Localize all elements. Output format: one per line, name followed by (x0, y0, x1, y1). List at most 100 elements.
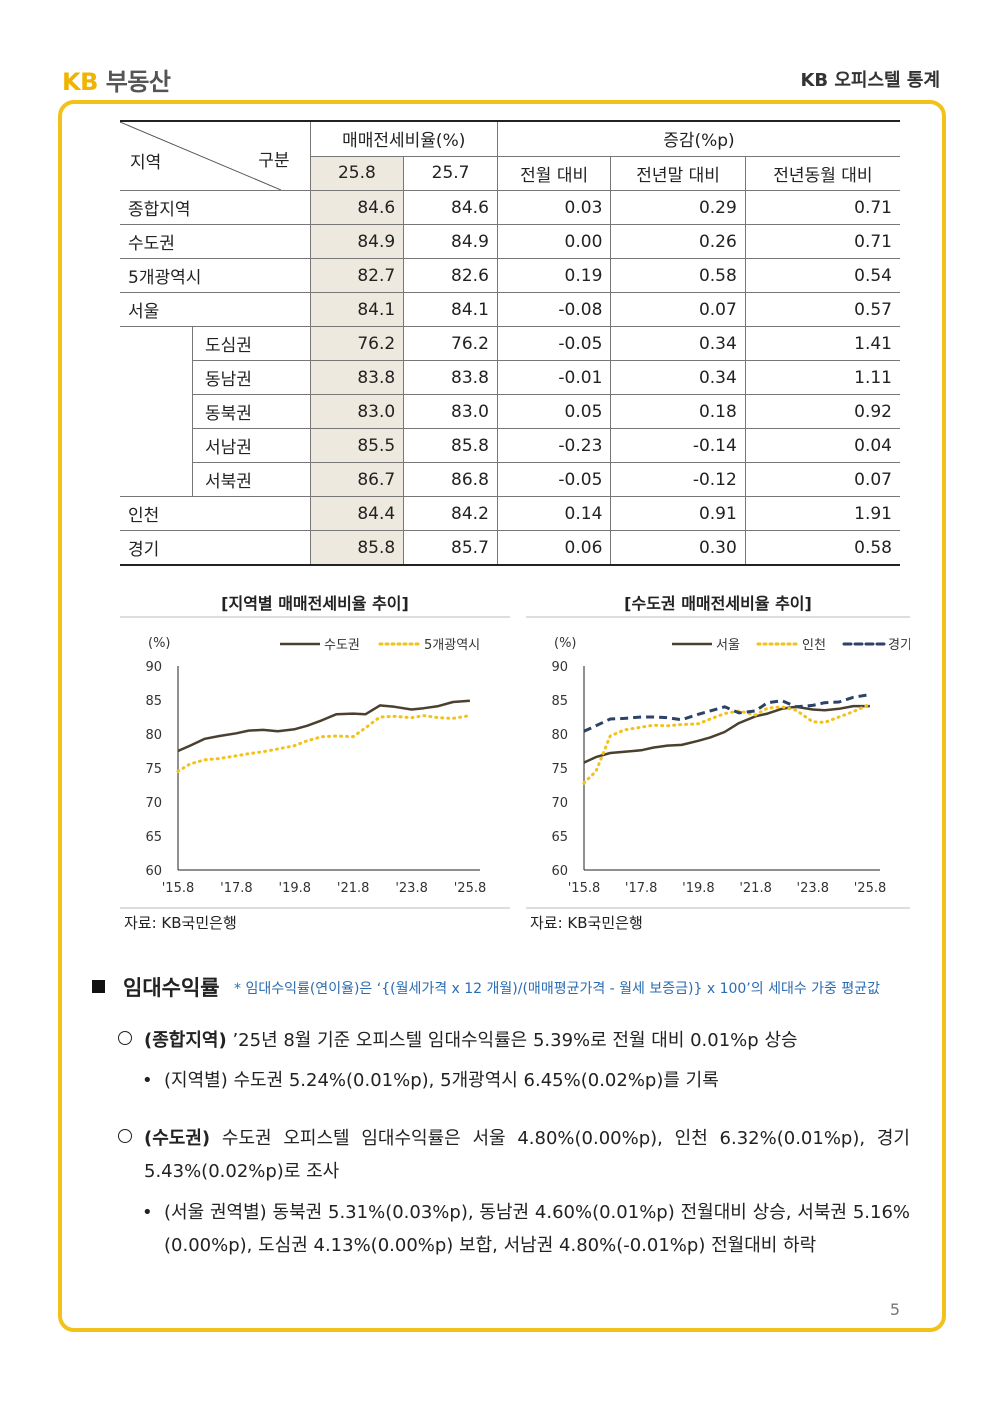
value-cell: -0.23 (496, 428, 611, 463)
value-cell: 84.6 (309, 190, 404, 225)
paragraph-overall: (종합지역) ’25년 8월 기준 오피스텔 임대수익률은 5.39%로 전월 … (118, 1024, 908, 1057)
value-cell: 0.06 (496, 530, 611, 566)
x-tick-label: '15.8 (568, 881, 601, 896)
table-row: 수도권 84.9 84.9 0.00 0.26 0.71 (120, 224, 900, 259)
kb-logo: KB 부동산 (62, 62, 171, 97)
value-cell: 84.1 (309, 292, 404, 327)
y-tick-label: 65 (551, 830, 568, 845)
legend-label: 경기 (888, 638, 910, 653)
value-cell: 0.19 (496, 258, 611, 293)
dot-bullet-icon: • (142, 1202, 153, 1223)
value-cell: 0.54 (744, 258, 900, 293)
value-cell: -0.01 (496, 360, 611, 395)
value-cell: 0.04 (744, 428, 900, 463)
value-cell: 86.8 (403, 462, 498, 497)
y-tick-label: 60 (551, 864, 568, 879)
x-tick-label: '25.8 (854, 881, 887, 896)
empty-cell (120, 395, 193, 429)
subregion-cell: 도심권 (192, 326, 311, 361)
capital-ratio-chart: (%) 90 85 80 75 70 65 60'15.8 '17.8 '19.8 '21.8 '23… (526, 616, 910, 909)
value-cell: 84.2 (403, 496, 498, 531)
empty-cell (120, 327, 193, 361)
value-cell: 86.7 (309, 462, 404, 497)
table-row: 서남권 85.5 85.8 -0.23 -0.14 0.04 (120, 428, 900, 463)
value-cell: 1.91 (744, 496, 900, 531)
y-tick-label: 70 (551, 796, 568, 811)
document-title: KB 오피스텔 통계 (800, 70, 940, 91)
x-tick-label: '25.8 (454, 881, 487, 896)
value-cell: 0.92 (744, 394, 900, 429)
value-cell: 76.2 (309, 326, 404, 361)
value-cell: 84.9 (403, 224, 498, 259)
table-row: 서울 84.1 84.1 -0.08 0.07 0.57 (120, 292, 900, 327)
logo-brand: 부동산 (105, 68, 171, 96)
page-frame (58, 100, 946, 1332)
y-tick-label: 65 (145, 830, 162, 845)
y-tick-label: 90 (551, 660, 568, 675)
value-cell: 0.14 (496, 496, 611, 531)
value-cell: 1.11 (744, 360, 900, 395)
ratio-table: 지역 구분 매매전세비율(%) 증감(%p) 25.8 25.7 전월 대비 전년말 … (120, 120, 900, 566)
y-tick-label: 75 (145, 762, 162, 777)
y-tick-label: 85 (145, 694, 162, 709)
col-header: 전월 대비 (496, 156, 611, 191)
value-cell: 0.05 (496, 394, 611, 429)
section-title: 임대수익률 (92, 972, 220, 1002)
y-tick-label: 75 (551, 762, 568, 777)
x-tick-label: '17.8 (220, 881, 253, 896)
value-cell: 0.57 (744, 292, 900, 327)
group-header-change: 증감(%p) (496, 120, 900, 157)
y-tick-label: 70 (145, 796, 162, 811)
series-line-경기 (583, 693, 871, 733)
corner-type-label: 구분 (258, 151, 290, 171)
corner-region-label: 지역 (130, 153, 162, 173)
region-cell: 인천 (120, 496, 311, 531)
subregion-cell: 서북권 (192, 462, 311, 497)
value-cell: 83.0 (403, 394, 498, 429)
x-tick-label: '23.8 (797, 881, 830, 896)
circle-bullet-icon (118, 1031, 132, 1045)
value-cell: 84.6 (403, 190, 498, 225)
chart1-title: [지역별 매매전세비율 추이] (221, 594, 409, 613)
table-row: 5개광역시 82.7 82.6 0.19 0.58 0.54 (120, 258, 900, 293)
circle-bullet-icon (118, 1129, 132, 1143)
table-row: 경기 85.8 85.7 0.06 0.30 0.58 (120, 530, 900, 566)
value-cell: 84.9 (309, 224, 404, 259)
value-cell: 0.03 (496, 190, 611, 225)
value-cell: 85.8 (403, 428, 498, 463)
value-cell: 82.7 (309, 258, 404, 293)
value-cell: -0.05 (496, 326, 611, 361)
value-cell: 84.1 (403, 292, 498, 327)
value-cell: 0.07 (744, 462, 900, 497)
table-row: 도심권 76.2 76.2 -0.05 0.34 1.41 (120, 326, 900, 361)
series-line-수도권 (177, 699, 470, 753)
col-header: 전년동월 대비 (744, 156, 900, 191)
b1-text: (지역별) 수도권 5.24%(0.01%p), 5개광역시 6.45%(0.0… (164, 1070, 719, 1091)
x-tick-label: '21.8 (739, 881, 772, 896)
logo-kb: KB (62, 68, 98, 96)
table-corner: 지역 구분 (120, 120, 311, 191)
region-cell: 종합지역 (120, 190, 311, 225)
legend-label: 인천 (802, 638, 826, 653)
b2-text: (서울 권역별) 동북권 5.31%(0.03%p), 동남권 4.60%(0.… (164, 1202, 910, 1256)
table-row: 인천 84.4 84.2 0.14 0.91 1.91 (120, 496, 900, 531)
value-cell: 76.2 (403, 326, 498, 361)
y-axis-unit: (%) (554, 636, 577, 651)
chart2-title: [수도권 매매전세비율 추이] (624, 594, 812, 613)
y-axis-unit: (%) (148, 636, 171, 651)
x-tick-label: '15.8 (162, 881, 195, 896)
x-tick-label: '23.8 (395, 881, 428, 896)
y-tick-label: 90 (145, 660, 162, 675)
value-cell: 83.0 (309, 394, 404, 429)
value-cell: 0.58 (744, 530, 900, 566)
group-header-ratio: 매매전세비율(%) (309, 120, 498, 157)
section-title-text: 임대수익률 (123, 976, 220, 1000)
subregion-cell: 동남권 (192, 360, 311, 395)
x-tick-label: '19.8 (279, 881, 312, 896)
chart2-source: 자료: KB국민은행 (530, 914, 643, 932)
value-cell: 83.8 (403, 360, 498, 395)
region-cell: 서울 (120, 292, 311, 327)
value-cell: 0.58 (610, 258, 746, 293)
page-number: 5 (889, 1300, 900, 1319)
value-cell: 0.18 (610, 394, 746, 429)
